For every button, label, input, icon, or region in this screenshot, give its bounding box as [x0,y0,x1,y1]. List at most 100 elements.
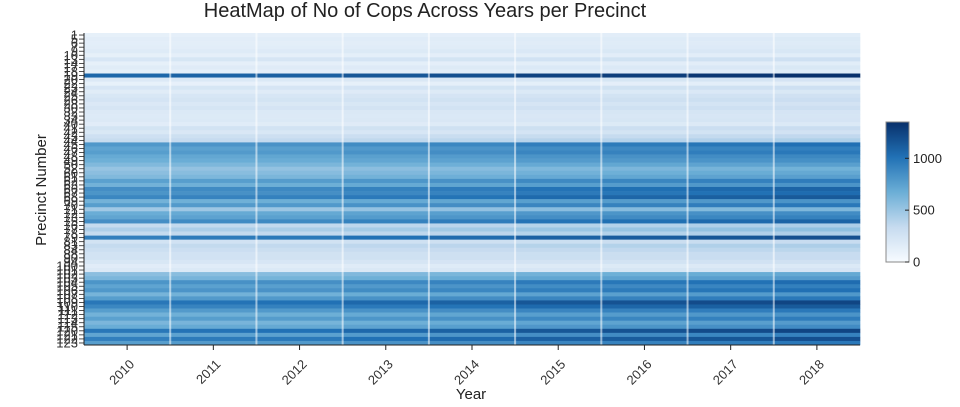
heatmap-cell [256,195,343,200]
heatmap-cell [84,150,171,155]
y-tick-label: 112 [57,307,78,322]
heatmap-cell [601,150,688,155]
heatmap-cell [601,312,688,317]
heatmap-cell [256,304,343,309]
y-tick-label: 107 [56,287,78,302]
colorbar-tick-label: 0 [913,255,920,270]
heatmap-cell [687,300,775,305]
heatmap-cell [84,73,171,78]
heatmap-cell [687,336,775,342]
heatmap-cell [428,53,516,58]
heatmap-cell [601,247,688,253]
heatmap-cell [428,130,516,135]
heatmap-cell [601,191,688,196]
heatmap-cell [601,61,688,66]
heatmap-cell [84,268,171,273]
heatmap-cell [256,101,343,107]
heatmap-cell [342,53,430,58]
heatmap-cell [84,186,171,192]
heatmap-cell [687,235,775,240]
heatmap-cell [342,73,430,78]
heatmap-cell [84,41,171,46]
y-tick-label: 102 [56,267,78,282]
heatmap-cell [515,61,602,66]
heatmap-cell [84,122,171,127]
heatmap-cell [773,101,861,107]
heatmap-cell [515,146,602,151]
heatmap-cell [515,122,602,127]
heatmap-cell [256,73,343,78]
heatmap-cell [342,57,430,62]
heatmap-cell [170,259,257,265]
heatmap-cell [84,97,171,103]
heatmap-cell [256,336,343,342]
heatmap-cell [256,41,343,46]
heatmap-cell [256,77,343,82]
heatmap-cell [601,118,688,123]
heatmap-cell [170,211,257,216]
heatmap-cell [256,223,343,228]
heatmap-cell [256,316,343,321]
heatmap-cell [601,97,688,103]
heatmap-cell [773,73,861,78]
heatmap-cell [342,203,430,208]
heatmap-cell [428,186,516,192]
heatmap-cell [84,61,171,66]
heatmap-cell [170,235,257,240]
heatmap-cell [84,247,171,253]
colorbar-legend: 0 500 1000 [885,121,942,270]
heatmap-cell [515,69,602,74]
heatmap-cell [170,162,257,168]
heatmap-cell [687,231,775,236]
heatmap-cell [256,105,343,111]
y-tick-label: 50 [64,157,78,172]
heatmap-cell [687,93,775,99]
heatmap-cell [428,320,516,326]
heatmap-cell [515,81,602,86]
heatmap-cell [687,101,775,107]
heatmap-cell [601,77,688,82]
heatmap-cell [687,49,775,54]
heatmap-cell [84,340,171,346]
heatmap-cell [515,280,602,285]
y-tick-label: 115 [57,319,78,334]
heatmap-cell [687,320,775,326]
heatmap-cell [773,247,861,253]
heatmap-cell [170,332,257,338]
heatmap-cell [428,33,516,38]
heatmap-cell [773,251,861,257]
heatmap-cell [256,118,343,123]
heatmap-cell [515,296,602,301]
heatmap-cell [515,332,602,338]
heatmap-cell [342,114,430,119]
y-tick-label: 62 [64,173,78,188]
heatmap-cell [773,105,861,111]
y-tick-label: 110 [57,299,78,314]
y-tick-label: 25 [64,88,78,103]
heatmap-cell [84,126,171,131]
y-tick-label: 120 [56,323,78,338]
heatmap-cell [515,203,602,208]
heatmap-cell [84,191,171,196]
heatmap-cell [773,114,861,119]
heatmap-cell [342,166,430,172]
heatmap-cell [342,154,430,159]
heatmap-cell [256,288,343,293]
heatmap-cell [515,195,602,200]
heatmap-cell [773,243,861,249]
heatmap-cell [342,239,430,244]
heatmap-cell [773,211,861,216]
heatmap-cell [515,243,602,249]
heatmap-cell [687,332,775,338]
heatmap-cell [84,154,171,159]
heatmap-cell [342,268,430,273]
y-tick-label: 42 [64,125,78,140]
heatmap-cell [773,203,861,208]
heatmap-cell [687,284,775,289]
heatmap-cell [428,332,516,338]
heatmap-cell [84,296,171,301]
heatmap-cell [342,316,430,321]
heatmap-cell [601,231,688,236]
heatmap-cell [256,186,343,192]
heatmap-cell [773,170,861,176]
